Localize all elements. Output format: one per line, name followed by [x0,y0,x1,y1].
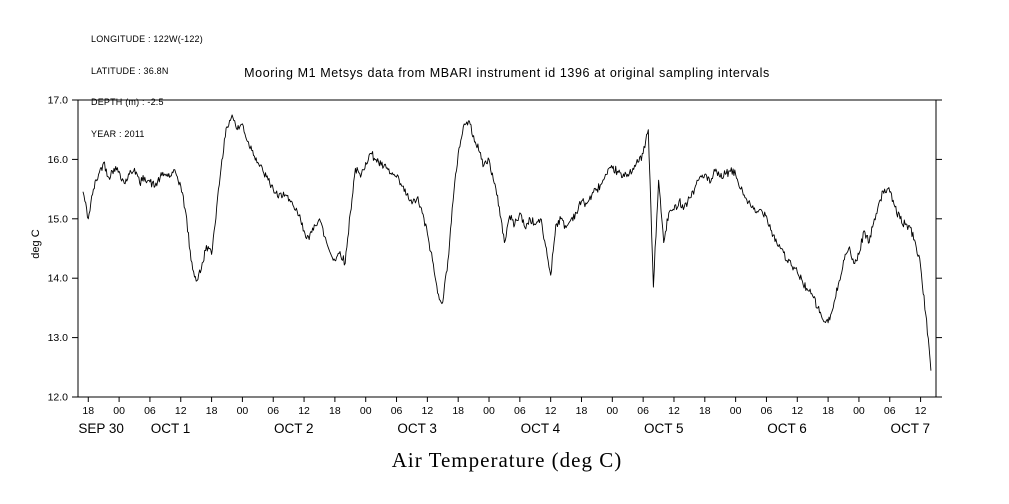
x-tick-label: 00 [853,405,865,417]
x-tick-label: 00 [360,405,372,417]
x-tick-label: 00 [730,405,742,417]
x-tick-label: 12 [175,405,187,417]
plot-frame [77,99,937,398]
x-tick-label: 18 [822,405,834,417]
x-tick-label: 18 [452,405,464,417]
y-tick-label: 12.0 [48,392,69,404]
x-tick-label: 06 [637,405,649,417]
x-tick-label: 06 [391,405,403,417]
x-axis-label: Air Temperature (deg C) [391,448,623,472]
x-tick-label: 06 [884,405,896,417]
info-line-year: YEAR : 2011 [91,128,145,139]
y-axis-label: deg C [30,229,42,259]
x-tick-label: 12 [915,405,927,417]
x-date-label: OCT 5 [644,421,684,436]
x-tick-label: 18 [329,405,341,417]
x-date-label: SEP 30 [78,421,124,436]
x-tick-label: 12 [668,405,680,417]
x-tick-label: 00 [113,405,125,417]
x-date-label: OCT 3 [397,421,437,436]
x-tick-label: 06 [514,405,526,417]
info-line-latitude: LATITUDE : 36.8N [91,65,169,76]
chart-title: Mooring M1 Metsys data from MBARI instru… [244,66,770,80]
y-tick-label: 14.0 [48,273,69,285]
x-tick-label: 18 [82,405,94,417]
x-tick-label: 12 [791,405,803,417]
x-tick-label: 00 [483,405,495,417]
x-tick-label: 06 [761,405,773,417]
x-tick-label: 00 [237,405,249,417]
x-tick-label: 00 [606,405,618,417]
y-tick-label: 15.0 [48,213,69,225]
info-line-longitude: LONGITUDE : 122W(-122) [91,34,203,44]
plot-info-block: LONGITUDE : 122W(-122) LATITUDE : 36.8N … [91,13,203,160]
x-tick-label: 12 [298,405,310,417]
x-tick-label: 12 [422,405,434,417]
y-tick-label: 17.0 [48,95,69,107]
x-date-label: OCT 1 [151,421,191,436]
y-tick-label: 13.0 [48,332,69,344]
x-tick-label: 06 [267,405,279,417]
x-tick-label: 12 [545,405,557,417]
y-tick-label: 16.0 [48,154,69,166]
info-line-depth: DEPTH (m) : -2.5 [91,97,164,107]
x-date-label: OCT 2 [274,421,314,436]
x-date-label: OCT 6 [767,421,807,436]
temperature-line [82,114,932,371]
x-tick-label: 18 [206,405,218,417]
x-tick-label: 18 [576,405,588,417]
x-date-label: OCT 4 [521,421,561,436]
x-tick-label: 18 [699,405,711,417]
x-date-label: OCT 7 [891,421,931,436]
x-tick-label: 06 [144,405,156,417]
